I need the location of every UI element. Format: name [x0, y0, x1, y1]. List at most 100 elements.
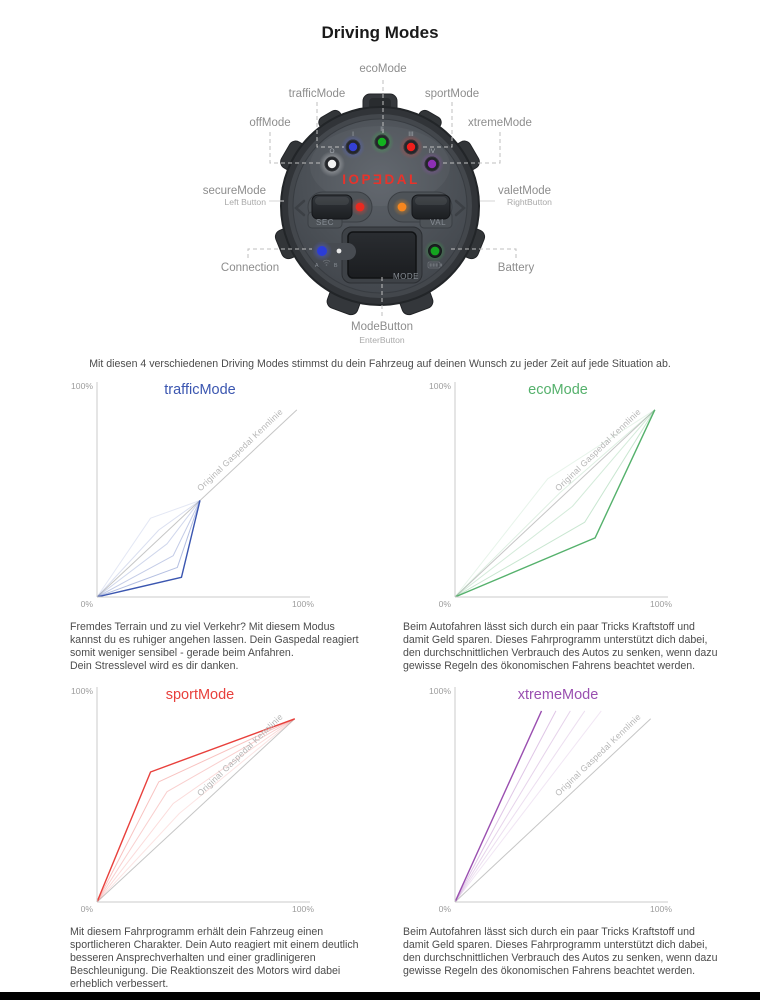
- chart-series: [96, 718, 296, 903]
- callout-modebutton: ModeButton: [351, 321, 413, 333]
- kennlinie-label: Original Gaspedal Kennlinie: [195, 407, 285, 493]
- trafficmode-description: Fremdes Terrain und zu viel Verkehr? Mit…: [70, 621, 359, 672]
- x-max-tick: 100%: [650, 599, 672, 609]
- xtrememode-led: IV: [420, 148, 444, 176]
- sportmode-led: III: [399, 131, 423, 159]
- callout-trafficmode: trafficMode: [289, 88, 346, 100]
- val-button[interactable]: [411, 194, 451, 220]
- intro-text: Mit diesen 4 verschiedenen Driving Modes…: [89, 358, 671, 370]
- chart-series: [96, 409, 298, 598]
- val-button-group: VAL: [387, 191, 466, 229]
- callout-sportmode: sportMode: [425, 88, 479, 100]
- series-fade-3: [96, 500, 201, 598]
- callout-ecomode: ecoMode: [359, 63, 406, 75]
- callout-offmode: offMode: [249, 117, 290, 129]
- series-fade-1: [96, 499, 201, 598]
- kennlinie-label: Original Gaspedal Kennlinie: [195, 712, 285, 798]
- callout-valetmode: valetMode: [498, 185, 551, 197]
- series-fade-2: [454, 409, 656, 598]
- led-numeral: III: [408, 131, 414, 138]
- chart-title: sportMode: [166, 687, 235, 703]
- series-fade-4: [96, 500, 201, 598]
- series-fade-3: [96, 718, 296, 903]
- y-max-tick: 100%: [71, 686, 93, 696]
- series-fade-1: [454, 409, 656, 598]
- led-numeral: O: [329, 148, 334, 155]
- mode-label: MODE: [393, 272, 419, 281]
- series-mode-line: [454, 409, 656, 598]
- series-fade-2: [96, 718, 296, 903]
- origin-tick: 0%: [81, 599, 94, 609]
- chart-xtrememode: 100% 0% 100% Original Gaspedal Kennlinie…: [418, 685, 728, 930]
- x-max-tick: 100%: [650, 904, 672, 914]
- chart-series: [454, 710, 652, 903]
- chart-sportmode: 100% 0% 100% Original Gaspedal Kennlinie…: [60, 685, 370, 930]
- origin-tick: 0%: [439, 904, 452, 914]
- sportmode-description: Mit diesem Fahrprogramm erhält dein Fahr…: [70, 926, 359, 990]
- series-original-kennlinie: [454, 718, 652, 903]
- series-fade-2: [454, 710, 586, 903]
- callout-connection: Connection: [221, 262, 279, 274]
- trafficmode-led: I: [341, 131, 365, 159]
- device-diagram: O I II III IV IOPƎDAL: [203, 63, 552, 345]
- chart-trafficmode: 100% 0% 100% Original Gaspedal Kennlinie…: [60, 380, 370, 625]
- bottom-bar: [0, 992, 760, 1000]
- series-fade-4: [454, 409, 656, 598]
- series-mode-line: [96, 718, 296, 903]
- series-fade-4: [96, 718, 295, 903]
- y-max-tick: 100%: [429, 381, 451, 391]
- connection-b-label: B: [334, 263, 338, 269]
- series-fade-1: [454, 710, 602, 903]
- x-max-tick: 100%: [292, 599, 314, 609]
- x-max-tick: 100%: [292, 904, 314, 914]
- series-fade-4: [454, 710, 557, 903]
- series-fade-3: [454, 710, 571, 903]
- battery-cluster: [424, 240, 446, 269]
- connection-a-label: A: [315, 263, 319, 269]
- wifi-icon: [322, 259, 331, 266]
- series-original-kennlinie: [96, 409, 298, 598]
- offmode-led: O: [319, 148, 345, 177]
- val-label: VAL: [430, 218, 446, 227]
- chart-series: [454, 409, 656, 598]
- brand-logo: IOPƎDAL: [342, 172, 420, 187]
- led-numeral: II: [380, 126, 384, 133]
- connection-cluster: A B: [310, 241, 356, 269]
- page-title: Driving Modes: [321, 23, 439, 42]
- callout-securemode: secureMode: [203, 185, 266, 197]
- ecomode-description: Beim Autofahren lässt sich durch ein paa…: [403, 621, 718, 672]
- pedal-device: O I II III IV IOPƎDAL: [274, 93, 486, 316]
- origin-tick: 0%: [439, 599, 452, 609]
- series-fade-5: [96, 500, 201, 598]
- callout-modebutton-sub: EnterButton: [359, 335, 405, 345]
- chevron-left-icon: [294, 199, 306, 217]
- series-mode-line: [96, 500, 201, 598]
- chart-ecomode: 100% 0% 100% Original Gaspedal Kennlinie…: [418, 380, 728, 625]
- series-fade-3: [454, 409, 656, 598]
- series-original-kennlinie: [96, 718, 296, 903]
- callout-securemode-sub: Left Button: [224, 197, 266, 207]
- led-numeral: I: [352, 131, 354, 138]
- xtrememode-description: Beim Autofahren lässt sich durch ein paa…: [403, 926, 718, 977]
- mode-led-row: O I II III IV: [319, 126, 444, 177]
- sec-label: SEC: [316, 218, 334, 227]
- battery-icon: [427, 261, 443, 269]
- led-numeral: IV: [429, 148, 436, 155]
- device-figure: O I II III IV IOPƎDAL: [180, 55, 580, 355]
- callout-xtrememode: xtremeMode: [468, 117, 532, 129]
- series-mode-line: [454, 710, 543, 903]
- callout-battery: Battery: [498, 262, 535, 274]
- series-fade-1: [96, 718, 296, 903]
- callout-valetmode-sub: RightButton: [507, 197, 552, 207]
- callout-lines: [247, 80, 517, 316]
- chevron-right-icon: [454, 199, 466, 217]
- origin-tick: 0%: [81, 904, 94, 914]
- sec-button-group: SEC: [294, 191, 373, 229]
- series-original-kennlinie: [454, 409, 656, 598]
- chart-title: trafficMode: [164, 382, 235, 398]
- y-max-tick: 100%: [429, 686, 451, 696]
- mode-screen-group: MODE: [341, 226, 423, 284]
- kennlinie-label: Original Gaspedal Kennlinie: [553, 712, 643, 798]
- chart-title: ecoMode: [528, 382, 588, 398]
- series-fade-2: [96, 500, 201, 598]
